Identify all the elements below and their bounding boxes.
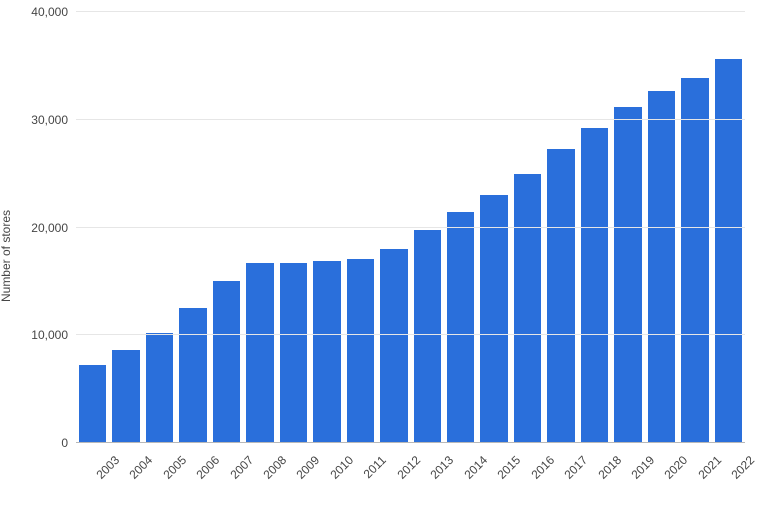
bar (414, 230, 441, 443)
x-tick-label: 2014 (461, 453, 490, 482)
plot-area: 2003200420052006200720082009201020112012… (76, 12, 745, 443)
bar (146, 333, 173, 443)
y-tick-label: 20,000 (31, 221, 68, 235)
x-tick-label: 2010 (327, 453, 356, 482)
gridline (76, 442, 745, 443)
bar (112, 350, 139, 443)
bar-slot: 2008 (243, 12, 276, 443)
gridline (76, 11, 745, 12)
bar-slot: 2006 (176, 12, 209, 443)
bar-slot: 2019 (611, 12, 644, 443)
bar (213, 281, 240, 443)
bar (547, 149, 574, 443)
bar-slot: 2021 (678, 12, 711, 443)
bar-slot: 2007 (210, 12, 243, 443)
bar-slot: 2018 (578, 12, 611, 443)
bar (648, 91, 675, 443)
bar-slot: 2016 (511, 12, 544, 443)
gridline (76, 119, 745, 120)
bar (280, 263, 307, 443)
x-tick-label: 2009 (294, 453, 323, 482)
bar-slot: 2005 (143, 12, 176, 443)
x-tick-label: 2013 (428, 453, 457, 482)
bar-slot: 2022 (712, 12, 745, 443)
bars-row: 2003200420052006200720082009201020112012… (76, 12, 745, 443)
x-tick-label: 2020 (662, 453, 691, 482)
bar-slot: 2013 (411, 12, 444, 443)
bar-slot: 2004 (109, 12, 142, 443)
x-tick-label: 2022 (729, 453, 758, 482)
y-tick-label: 40,000 (31, 5, 68, 19)
bar (715, 59, 742, 443)
y-tick-label: 0 (61, 436, 68, 450)
x-tick-label: 2015 (495, 453, 524, 482)
bar (581, 128, 608, 443)
bar-chart: Number of stores 20032004200520062007200… (0, 0, 760, 511)
bar-slot: 2011 (344, 12, 377, 443)
bar (179, 308, 206, 443)
bar (347, 259, 374, 443)
x-tick-label: 2011 (361, 453, 389, 481)
x-tick-label: 2018 (595, 453, 624, 482)
bar (246, 263, 273, 443)
bar (681, 78, 708, 443)
x-tick-label: 2021 (695, 453, 724, 482)
x-tick-label: 2003 (93, 453, 122, 482)
bar-slot: 2012 (377, 12, 410, 443)
x-tick-label: 2007 (227, 453, 256, 482)
bar-slot: 2017 (544, 12, 577, 443)
bar-slot: 2014 (444, 12, 477, 443)
y-axis-title: Number of stores (0, 209, 13, 301)
y-tick-label: 10,000 (31, 328, 68, 342)
x-tick-label: 2004 (127, 453, 156, 482)
x-tick-label: 2012 (394, 453, 423, 482)
bar-slot: 2009 (277, 12, 310, 443)
gridline (76, 334, 745, 335)
x-tick-label: 2008 (260, 453, 289, 482)
bar (514, 174, 541, 443)
bar-slot: 2010 (310, 12, 343, 443)
x-tick-label: 2005 (160, 453, 189, 482)
bar (380, 249, 407, 443)
x-tick-label: 2017 (562, 453, 591, 482)
gridline (76, 227, 745, 228)
bar (79, 365, 106, 443)
x-tick-label: 2006 (194, 453, 223, 482)
bar (480, 195, 507, 443)
bar (313, 261, 340, 443)
bar-slot: 2015 (477, 12, 510, 443)
bar-slot: 2020 (645, 12, 678, 443)
bar (614, 107, 641, 443)
x-tick-label: 2019 (628, 453, 657, 482)
y-tick-label: 30,000 (31, 113, 68, 127)
bar (447, 212, 474, 443)
x-tick-label: 2016 (528, 453, 557, 482)
bar-slot: 2003 (76, 12, 109, 443)
